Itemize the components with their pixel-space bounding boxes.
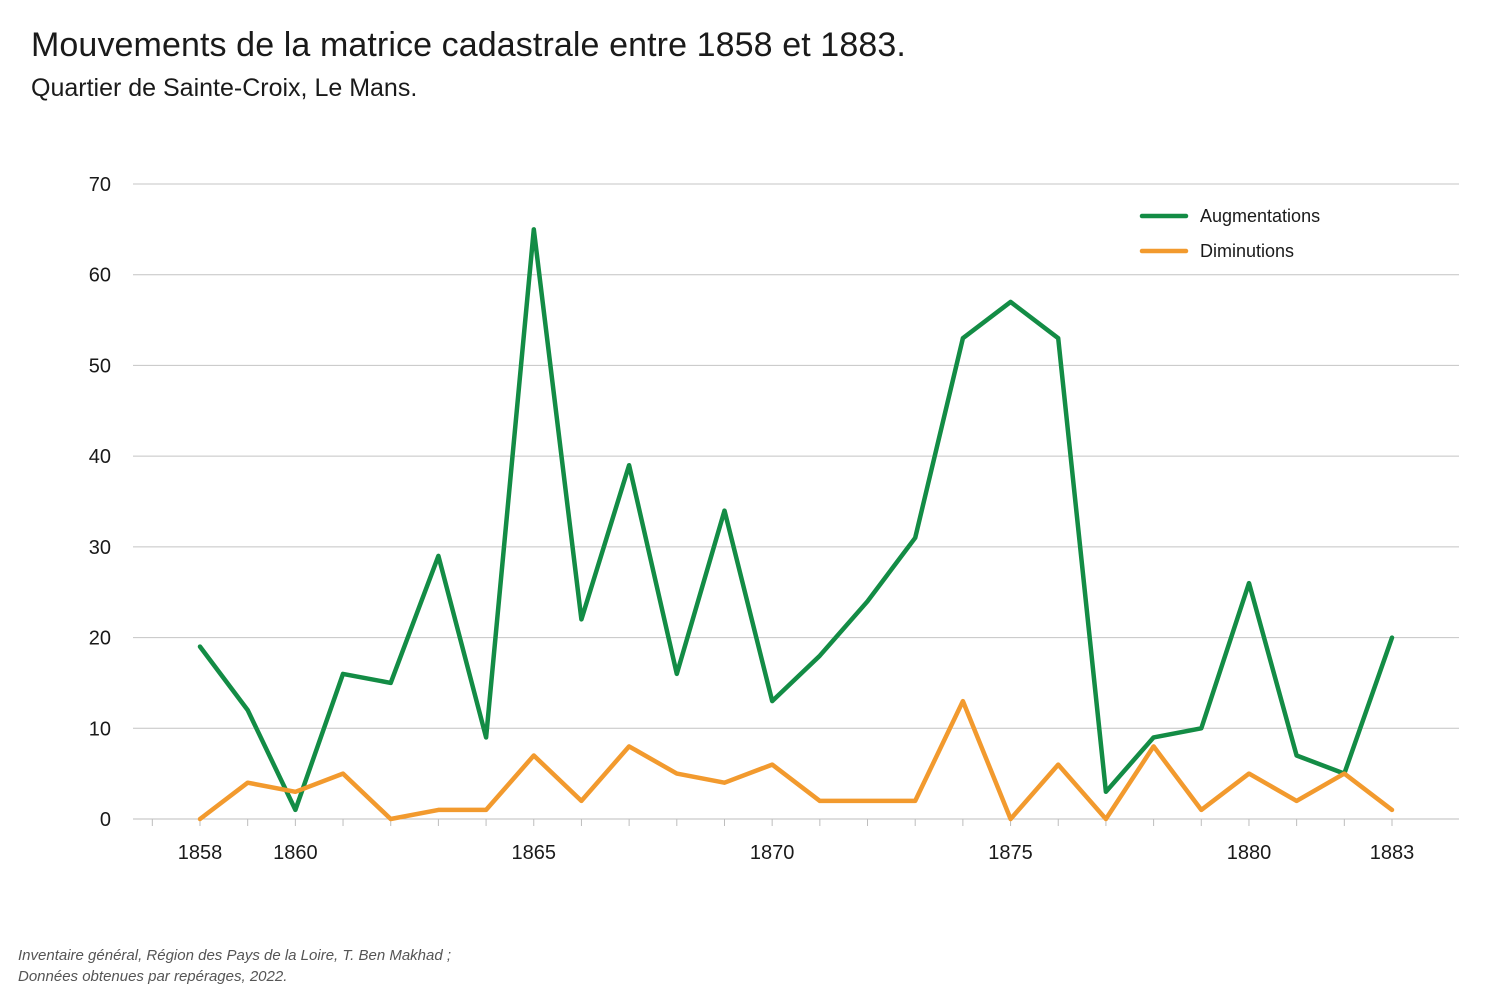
source-note: Inventaire général, Région des Pays de l… [18, 945, 451, 987]
y-axis: 0 10 20 30 40 50 60 70 [89, 174, 111, 831]
y-tick-label-70: 70 [89, 174, 111, 196]
x-tick-label-1870: 1870 [750, 842, 795, 864]
x-tick-label-1865: 1865 [512, 842, 557, 864]
y-tick-label-50: 50 [89, 355, 111, 377]
y-tick-label-60: 60 [89, 265, 111, 287]
x-tick-label-1883: 1883 [1370, 842, 1415, 864]
series-line-diminutions [197, 698, 1395, 822]
x-axis: 1858 1860 1865 1870 1875 1880 1883 [151, 819, 1415, 864]
x-tick-label-1875: 1875 [988, 842, 1033, 864]
chart-subtitle: Quartier de Sainte-Croix, Le Mans. [31, 74, 418, 102]
x-tick-label-1858: 1858 [178, 842, 223, 864]
chart-title: Mouvements de la matrice cadastrale entr… [31, 26, 906, 64]
y-tick-label-20: 20 [89, 628, 111, 650]
series-line-augmentations [197, 227, 1395, 813]
y-tick-label-0: 0 [100, 809, 111, 831]
x-tick-label-1880: 1880 [1227, 842, 1272, 864]
legend: Augmentations Diminutions [1139, 206, 1320, 261]
grid-lines [133, 183, 1459, 820]
source-line-2: Données obtenues par repérages, 2022. [18, 968, 288, 985]
legend-label-augmentations: Augmentations [1200, 206, 1320, 226]
source-line-1: Inventaire général, Région des Pays de l… [18, 947, 452, 964]
legend-label-diminutions: Diminutions [1200, 241, 1294, 261]
series-lines [197, 227, 1395, 822]
y-tick-label-40: 40 [89, 446, 111, 468]
y-tick-label-30: 30 [89, 537, 111, 559]
x-tick-label-1860: 1860 [273, 842, 318, 864]
y-tick-label-10: 10 [89, 718, 111, 740]
